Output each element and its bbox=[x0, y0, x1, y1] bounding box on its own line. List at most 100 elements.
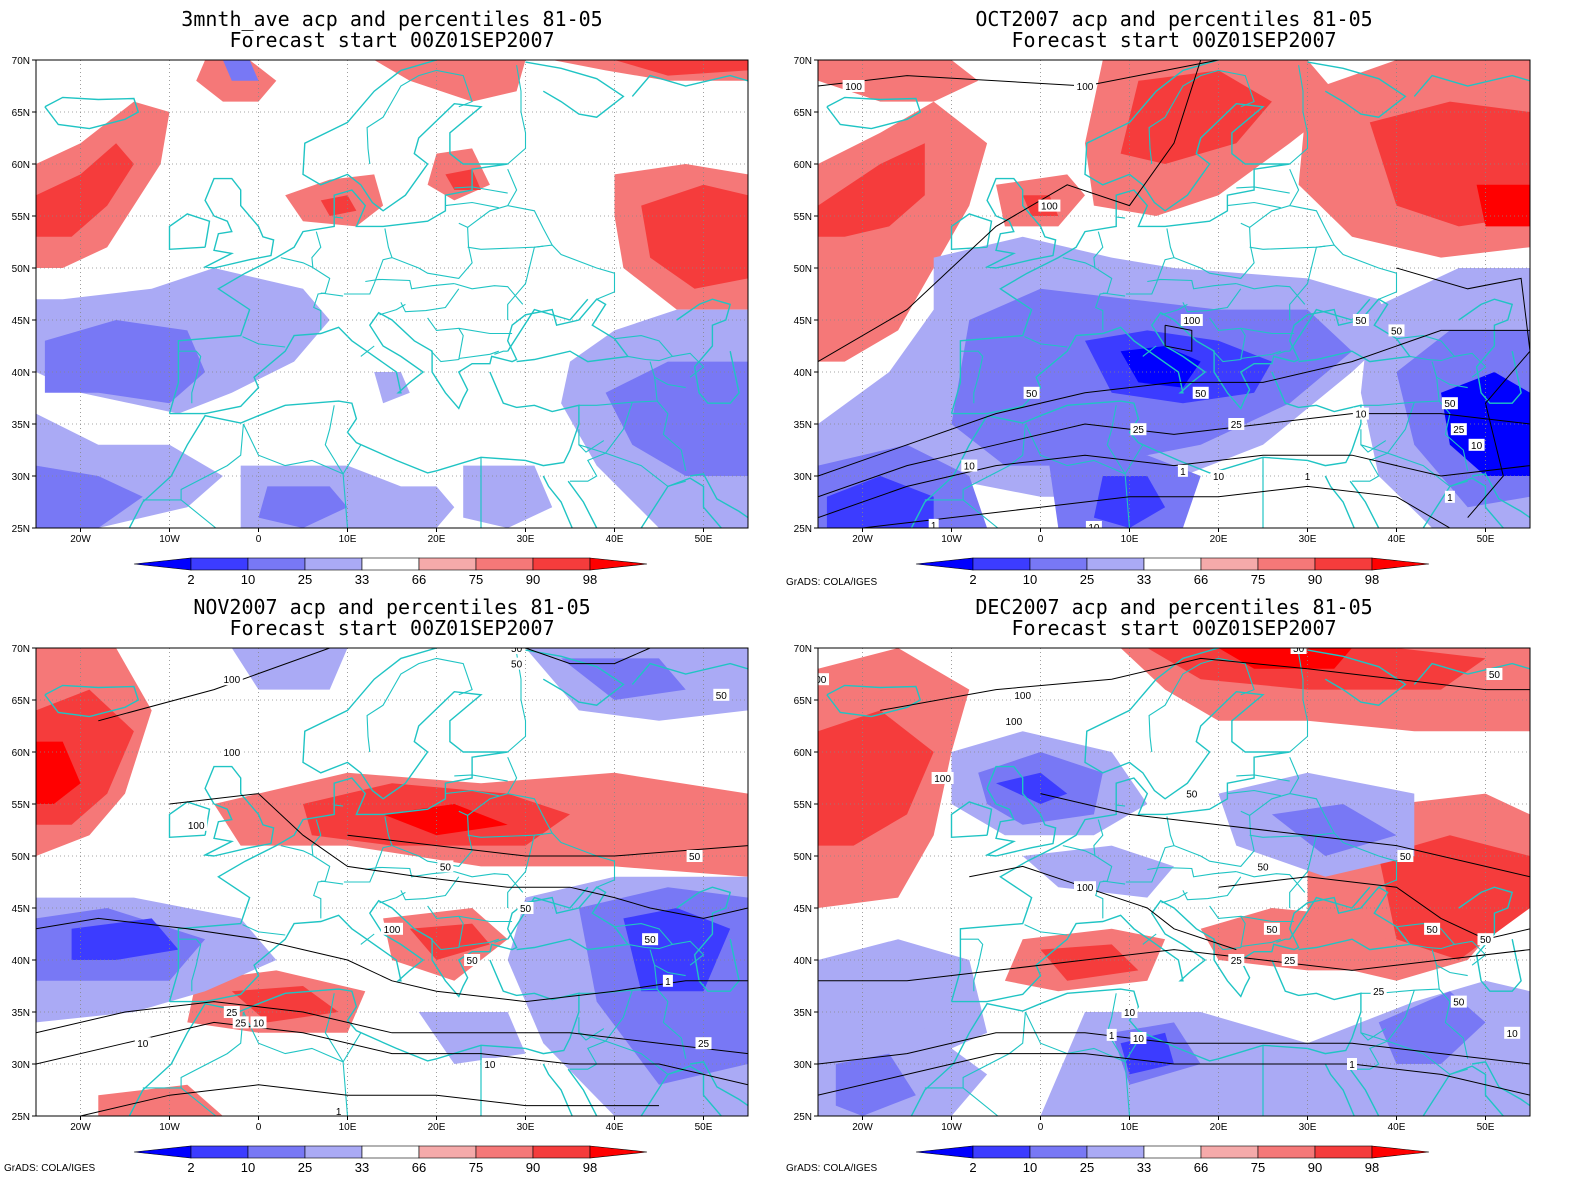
contour-line bbox=[818, 60, 1202, 363]
map-frame bbox=[817, 647, 1531, 1117]
contour-line bbox=[880, 657, 1530, 711]
lat-tick-label: 25N bbox=[12, 524, 30, 535]
colorbar-segment bbox=[1086, 1145, 1145, 1159]
country-border bbox=[1360, 361, 1440, 406]
coastline bbox=[168, 648, 508, 1002]
lat-tick-label: 45N bbox=[12, 904, 30, 915]
lon-tick-label: 20W bbox=[852, 534, 873, 545]
contour-label: 100 bbox=[845, 82, 862, 93]
colorbar-label: 90 bbox=[526, 572, 540, 587]
colorbar-segment bbox=[304, 1145, 363, 1159]
country-border bbox=[654, 964, 686, 977]
contour-label: 50 bbox=[1427, 925, 1439, 936]
contour-label: 10 bbox=[964, 462, 976, 473]
coastline bbox=[689, 1061, 748, 1107]
coastline bbox=[168, 60, 508, 414]
map-panel-dec2007: DEC2007 acp and percentiles 81-05 Forecas… bbox=[782, 588, 1562, 1178]
contour-label-bg bbox=[464, 954, 481, 966]
colorbar-arrow-left bbox=[133, 1145, 192, 1159]
colorbar-segment bbox=[418, 557, 477, 571]
colorbar-label: 25 bbox=[298, 572, 312, 587]
contour-label: 10 bbox=[253, 1018, 265, 1029]
contour-label-bg bbox=[1477, 933, 1494, 946]
map-svg: 3mnth_ave acp and percentiles 81-05Forec… bbox=[12, 7, 749, 587]
contour-label-bg bbox=[1228, 418, 1245, 430]
lon-tick-label: 10W bbox=[159, 534, 180, 545]
contour-label: 25 bbox=[235, 1018, 247, 1029]
country-border bbox=[178, 938, 202, 992]
contour-label-bg bbox=[220, 673, 243, 686]
coastline bbox=[1307, 61, 1407, 118]
country-border bbox=[507, 65, 527, 165]
contour-label: 10 bbox=[1471, 441, 1483, 452]
contour-label-bg bbox=[1441, 397, 1458, 410]
country-border bbox=[1218, 69, 1255, 108]
country-border bbox=[1438, 988, 1469, 1059]
contour-label: 50 bbox=[1355, 316, 1367, 327]
country-border bbox=[507, 205, 553, 246]
colorbar-segment bbox=[475, 557, 534, 571]
contour-label-bg bbox=[1444, 490, 1455, 503]
country-border bbox=[614, 923, 674, 950]
country-border bbox=[1148, 657, 1219, 753]
country-border bbox=[924, 1011, 1026, 1089]
lon-tick-label: 0 bbox=[256, 534, 262, 545]
country-border bbox=[960, 350, 984, 404]
country-border bbox=[1289, 653, 1309, 753]
contour-label-bg bbox=[1228, 954, 1245, 966]
country-border bbox=[1236, 186, 1290, 194]
colorbar-arrow-left bbox=[133, 557, 192, 571]
country-border bbox=[1093, 819, 1104, 856]
shaded-region bbox=[36, 143, 134, 237]
contour-label-bg bbox=[1074, 881, 1096, 894]
contour-label: 50 bbox=[467, 956, 479, 967]
contour-line bbox=[818, 329, 1530, 477]
country-border bbox=[1102, 292, 1126, 297]
country-border bbox=[280, 257, 331, 331]
country-border bbox=[343, 845, 393, 883]
shaded-region bbox=[383, 804, 508, 836]
shaded-region bbox=[44, 320, 206, 404]
colorbar-label: 75 bbox=[1251, 1160, 1265, 1175]
lat-tick-label: 65N bbox=[794, 108, 812, 119]
country-border bbox=[494, 350, 508, 355]
contour-label: 100 bbox=[1183, 316, 1200, 327]
contour-line bbox=[169, 793, 748, 919]
country-border bbox=[384, 222, 473, 279]
lat-tick-label: 55N bbox=[794, 800, 812, 811]
colorbar-label: 33 bbox=[1137, 1160, 1151, 1175]
colorbar-segment bbox=[1314, 557, 1373, 571]
country-border bbox=[142, 423, 244, 501]
coastline bbox=[542, 475, 573, 528]
country-border bbox=[656, 988, 687, 1059]
country-border bbox=[1249, 244, 1398, 300]
contour-line bbox=[36, 917, 748, 1003]
country-border bbox=[365, 278, 455, 290]
shaded-region bbox=[835, 1053, 916, 1116]
country-border bbox=[578, 361, 658, 406]
contour-label: 10 bbox=[1133, 1034, 1145, 1045]
country-border bbox=[242, 336, 286, 348]
contour-label: 100 bbox=[384, 925, 401, 936]
map-svg: NOV2007 acp and percentiles 81-05Forecas… bbox=[12, 595, 749, 1175]
coastline bbox=[1458, 298, 1522, 404]
lon-tick-label: 10E bbox=[339, 1122, 357, 1133]
lat-tick-label: 40N bbox=[794, 368, 812, 379]
contour-line bbox=[525, 648, 651, 665]
contour-line bbox=[969, 865, 1237, 951]
coastline bbox=[910, 959, 1362, 1116]
lon-tick-label: 20E bbox=[428, 1122, 446, 1133]
lat-tick-label: 50N bbox=[12, 264, 30, 275]
lat-tick-label: 55N bbox=[794, 212, 812, 223]
lon-tick-label: 30E bbox=[517, 534, 535, 545]
contour-label: 50 bbox=[1400, 852, 1412, 863]
contour-label-bg bbox=[333, 1104, 344, 1116]
grads-credit-nov: GrADS: COLA/IGES bbox=[4, 1163, 96, 1174]
country-border bbox=[343, 257, 393, 295]
country-border bbox=[142, 1011, 244, 1089]
contour-label: 50 bbox=[689, 852, 701, 863]
contour-label: 50 bbox=[1391, 326, 1403, 337]
lat-tick-label: 35N bbox=[12, 420, 30, 431]
country-border bbox=[1062, 257, 1113, 331]
contour-label: 1 bbox=[1109, 1031, 1115, 1042]
